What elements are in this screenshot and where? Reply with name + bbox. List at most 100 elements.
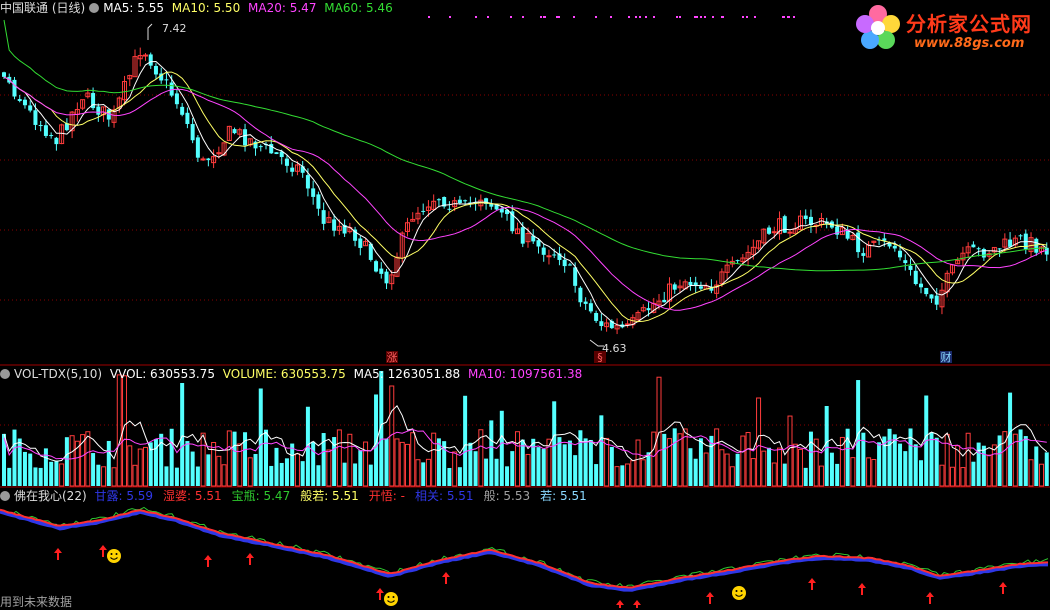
marker-dot xyxy=(428,16,430,18)
volume-bar xyxy=(159,433,164,486)
marker-dot xyxy=(712,16,714,18)
candle-body xyxy=(750,246,756,255)
candle-body xyxy=(740,257,746,263)
volume-bar xyxy=(342,462,347,486)
volume-bar xyxy=(677,433,683,487)
smiley-icon xyxy=(107,549,121,563)
candle-body xyxy=(421,210,426,212)
ma20-line xyxy=(3,76,1047,311)
candle-body xyxy=(164,79,169,81)
volume-bar xyxy=(316,465,321,486)
candle-body xyxy=(567,264,572,266)
volume-bar xyxy=(750,458,756,487)
volume-bar xyxy=(693,458,698,486)
candle-body xyxy=(436,199,441,201)
site-logo[interactable]: 分析家公式网 www.88gs.com xyxy=(852,2,1048,54)
marker-dot xyxy=(742,16,744,18)
volume-bar xyxy=(226,430,232,487)
price-annotations: 7.42 4.63 涨 § 财 xyxy=(147,22,952,364)
indicator-panel-header: 佛在我心(22) 甘露: 5.59 湿婆: 5.51 宝瓶: 5.47 般若: 5.5… xyxy=(0,488,597,504)
volume-bar xyxy=(399,441,405,487)
candle-body xyxy=(33,110,38,125)
volume-bar xyxy=(898,443,903,486)
volume-bar xyxy=(1034,446,1039,486)
volume-bar xyxy=(258,388,263,486)
volume-bar xyxy=(949,466,955,487)
volume-bar xyxy=(599,415,604,486)
candle-body xyxy=(898,250,903,258)
candle-body xyxy=(1002,238,1008,248)
logo-url: www.88gs.com xyxy=(914,36,1025,51)
arrow-head xyxy=(204,555,212,560)
candle-body xyxy=(494,204,499,210)
volume-bar xyxy=(17,438,22,486)
volume-bar xyxy=(767,447,772,486)
volume-bar xyxy=(332,437,337,486)
arrow-head xyxy=(616,600,624,605)
candle-body xyxy=(127,75,133,80)
candle-body xyxy=(353,229,358,241)
marker-dot xyxy=(522,16,524,18)
marker-dot xyxy=(628,16,630,18)
volume-ma5-line xyxy=(3,404,1048,462)
volume-bar xyxy=(803,467,808,486)
volume-bar xyxy=(672,428,677,486)
volume-bar xyxy=(200,432,206,487)
candle-body xyxy=(216,152,222,155)
candle-body xyxy=(771,231,777,234)
smiley-eye xyxy=(115,553,118,555)
candle-body xyxy=(599,321,604,327)
volume-bar xyxy=(142,446,148,487)
candle-body xyxy=(38,125,43,127)
volume-bar xyxy=(531,438,536,486)
volume-bar xyxy=(85,431,91,487)
volume-bar xyxy=(269,465,274,486)
volume-bar xyxy=(976,442,981,486)
volume-bar xyxy=(379,370,384,486)
settings-dot-icon[interactable] xyxy=(0,369,10,379)
volume-bar xyxy=(290,443,295,486)
volume-bar xyxy=(489,420,494,486)
candle-body xyxy=(17,99,22,101)
candle-body xyxy=(132,56,138,78)
candle-body xyxy=(28,105,33,111)
volume-bar xyxy=(96,464,101,486)
volume-bar xyxy=(552,401,557,486)
candle-body xyxy=(1012,237,1018,246)
candle-body xyxy=(116,97,122,109)
candle-body xyxy=(1008,239,1013,247)
volume-bar xyxy=(919,460,923,486)
price-panel-header: 中国联通 (日线) MA5: 5.55 MA10: 5.50 MA20: 5.47… xyxy=(0,0,397,16)
indicator-item: 甘露: 5.59 xyxy=(94,489,154,503)
candle-body xyxy=(374,261,379,272)
volume-bar xyxy=(457,467,462,486)
ma10-line xyxy=(3,71,1047,323)
candle-body xyxy=(971,244,976,248)
shipo-line xyxy=(0,508,1049,589)
volume-bar xyxy=(374,394,379,486)
volume-bar xyxy=(861,432,866,486)
volume-bar xyxy=(567,440,572,486)
volume-bar xyxy=(294,453,300,487)
candle-body xyxy=(457,199,462,203)
indicator-item: 般: 5.53 xyxy=(483,489,531,503)
volume-bar xyxy=(211,441,217,487)
volume-bar xyxy=(630,460,636,487)
candle-body xyxy=(91,93,96,109)
smiley-icon xyxy=(732,586,746,600)
volume-bar xyxy=(510,451,515,486)
marker-dot xyxy=(788,16,790,18)
marker-dot xyxy=(557,16,559,18)
candle-body xyxy=(49,135,54,137)
up-arrow-icon xyxy=(54,548,62,560)
smiley-icon xyxy=(384,592,398,606)
candle-body xyxy=(782,216,787,233)
candle-body xyxy=(96,106,101,115)
settings-dot-icon[interactable] xyxy=(0,491,10,501)
candle-body xyxy=(887,242,892,247)
volume-panel-header: VOL-TDX(5,10) VVOL: 630553.75 VOLUME: 63… xyxy=(0,366,586,382)
arrow-head xyxy=(926,592,934,597)
settings-dot-icon[interactable] xyxy=(89,3,100,13)
volume-bar xyxy=(835,463,840,486)
high-pointer xyxy=(147,23,153,40)
